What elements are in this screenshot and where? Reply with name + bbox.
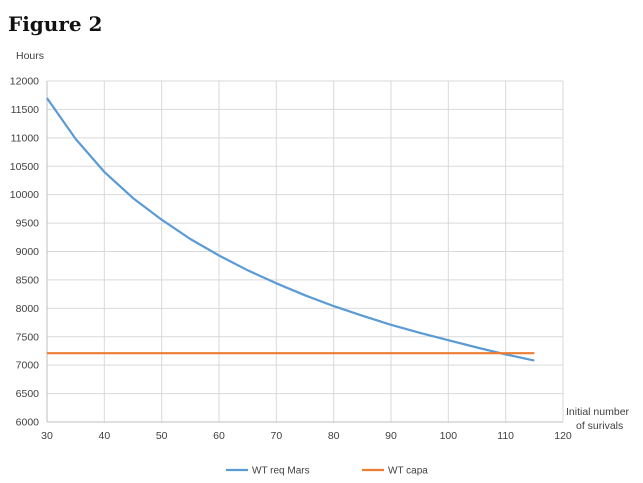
x-tick-label: 30: [41, 430, 53, 442]
x-tick-label: 40: [98, 430, 110, 442]
x-axis-label-line1: Initial number: [566, 406, 630, 418]
x-tick-label: 90: [385, 430, 397, 442]
y-tick-label: 7000: [16, 360, 40, 372]
chart-legend: WT req Mars WT capa: [226, 466, 428, 477]
chart-grid: [46, 80, 564, 423]
x-tick-label: 110: [497, 430, 514, 442]
figure-title: Figure 2: [8, 12, 103, 36]
y-tick-label: 7500: [16, 331, 40, 343]
x-tick-label: 100: [440, 430, 458, 442]
y-tick-label: 12000: [10, 76, 39, 88]
y-tick-label: 6500: [16, 388, 40, 400]
y-tick-label: 8500: [16, 274, 40, 286]
y-tick-label: 9500: [16, 218, 40, 230]
y-tick-label: 9000: [16, 246, 40, 258]
y-tick-label: 8000: [16, 303, 40, 315]
y-tick-label: 10500: [10, 161, 39, 173]
x-axis-label-line2: of surivals: [576, 420, 623, 432]
y-tick-label: 11000: [11, 132, 40, 144]
y-tick-label: 10000: [10, 189, 39, 201]
x-tick-label: 60: [213, 430, 225, 442]
chart-axes: 6000 6500 7000 7500 8000 8500 9000 9500 10000 105…: [10, 76, 572, 443]
x-tick-label: 70: [270, 430, 282, 442]
series-line-1: [46, 97, 535, 362]
legend-label-1: WT req Mars: [252, 466, 310, 477]
x-tick-label: 120: [554, 430, 572, 442]
x-tick-label: 50: [156, 430, 168, 442]
y-tick-label: 11500: [11, 104, 40, 116]
y-axis-label: Hours: [16, 50, 44, 62]
x-tick-label: 80: [328, 430, 340, 442]
y-tick-label: 6000: [16, 417, 40, 429]
legend-label-2: WT capa: [388, 466, 428, 477]
chart-series: [46, 97, 535, 362]
